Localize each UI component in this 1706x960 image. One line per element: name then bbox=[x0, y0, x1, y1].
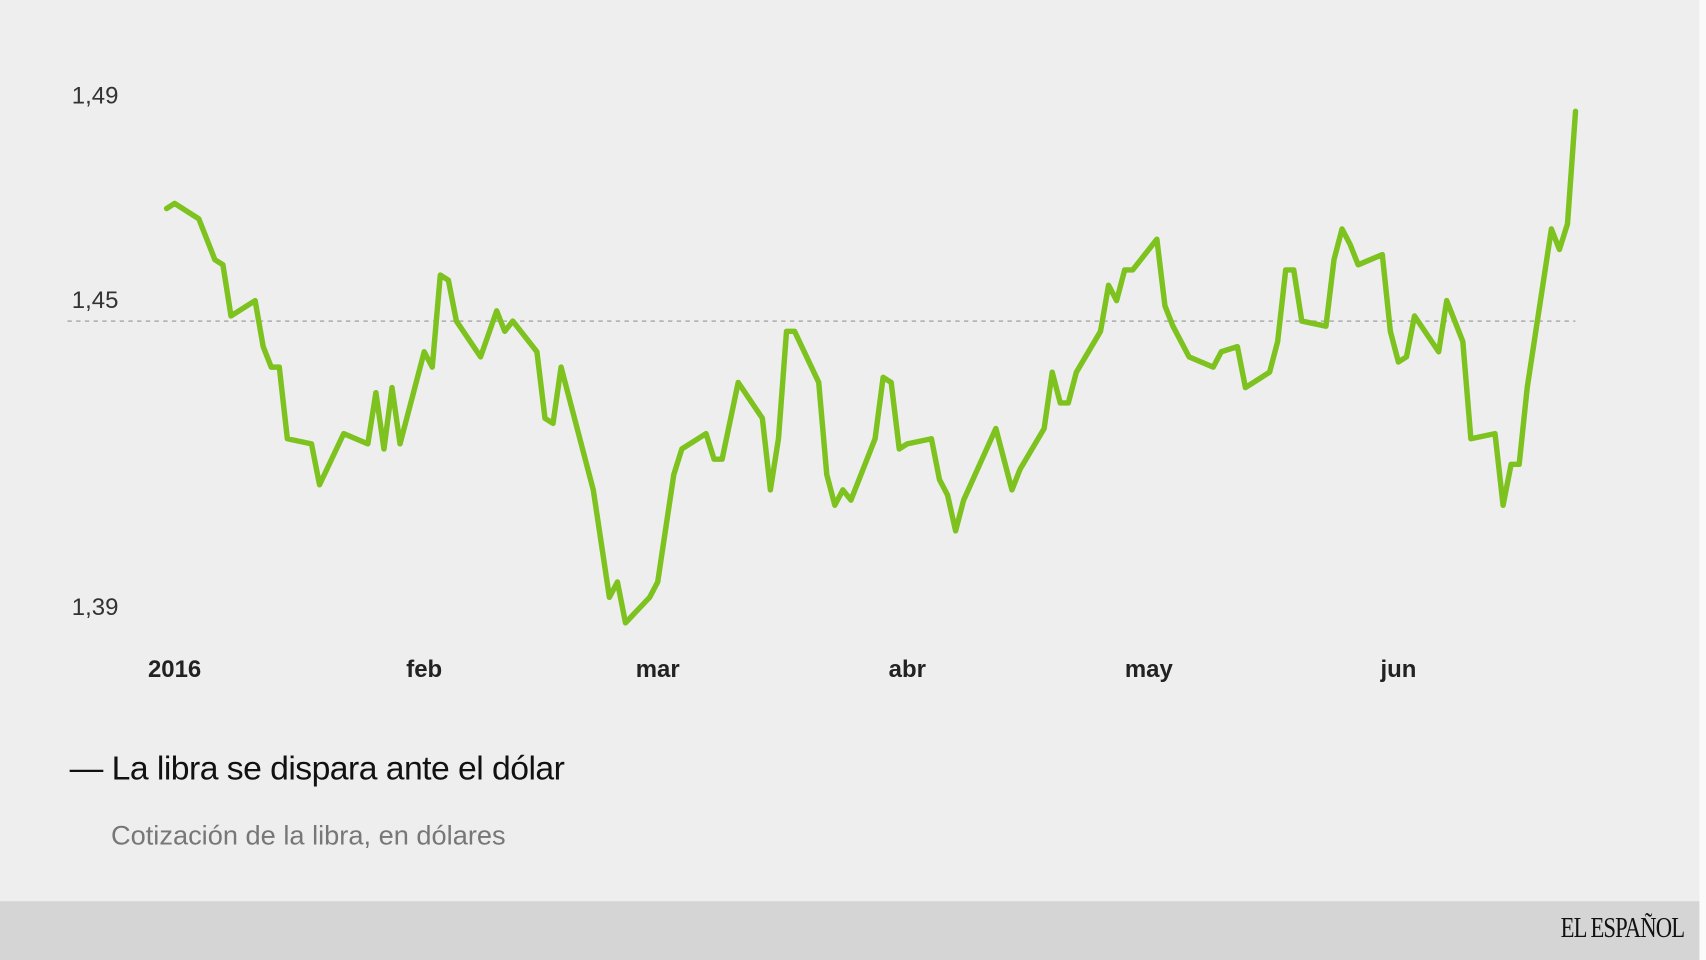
el-espanol-logo: EL ESPAÑOL bbox=[1560, 912, 1685, 944]
y-tick-label: 1,45 bbox=[72, 287, 119, 314]
x-axis: 2016 feb mar abr may jun bbox=[148, 656, 1416, 683]
chart-title: — La libra se dispara ante el dólar bbox=[70, 749, 565, 788]
x-tick-label: 2016 bbox=[148, 656, 201, 683]
right-edge-strip bbox=[1699, 0, 1706, 960]
series-line bbox=[163, 108, 1579, 626]
title-text: La libra se dispara ante el dólar bbox=[111, 748, 565, 787]
x-tick-label: mar bbox=[636, 656, 680, 683]
line-chart: 1,39 1,45 1,49 2016 feb mar abr may jun bbox=[67, 82, 1579, 683]
x-tick-label: abr bbox=[889, 656, 926, 683]
title-dash: — bbox=[69, 748, 104, 787]
series-group bbox=[163, 108, 1579, 626]
y-tick-label: 1,49 bbox=[72, 82, 119, 109]
footer-bar: EL ESPAÑOL bbox=[0, 901, 1700, 960]
y-tick-label: 1,39 bbox=[72, 594, 119, 621]
x-tick-label: jun bbox=[1379, 656, 1416, 683]
x-tick-label: feb bbox=[406, 656, 442, 683]
x-tick-label: may bbox=[1125, 656, 1174, 683]
y-axis: 1,39 1,45 1,49 bbox=[72, 82, 119, 621]
chart-subtitle: Cotización de la libra, en dólares bbox=[110, 820, 506, 852]
